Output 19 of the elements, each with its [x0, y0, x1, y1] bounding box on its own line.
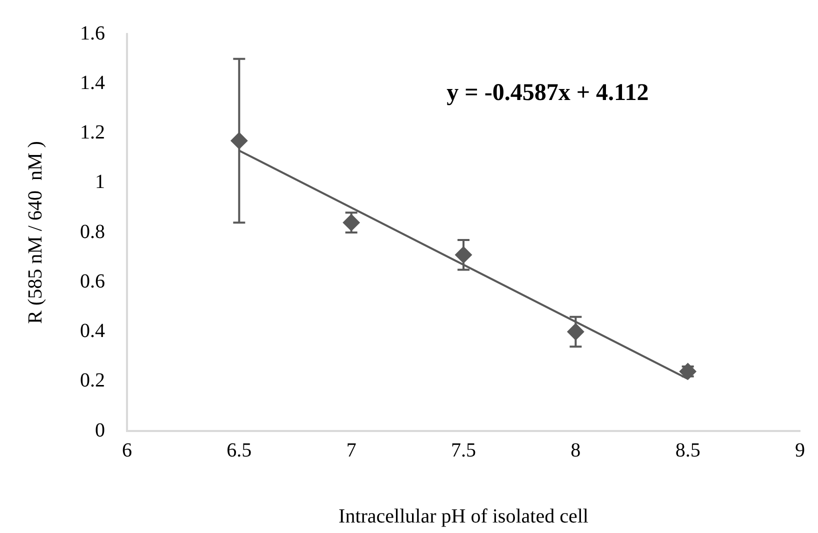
x-tick-label: 6 — [122, 439, 132, 462]
x-axis-title: Intracellular pH of isolated cell — [338, 505, 589, 528]
y-tick-label: 0 — [95, 419, 105, 442]
x-tick-label: 8.5 — [675, 439, 700, 462]
y-tick-label: 0.8 — [80, 220, 105, 243]
y-tick-label: 1.4 — [80, 72, 105, 94]
annotation: y = -0.4587x + 4.112 — [446, 80, 649, 106]
x-tick-label: 7 — [346, 439, 356, 462]
x-tick-label: 7.5 — [451, 439, 476, 462]
x-tick-label: 6.5 — [226, 439, 252, 462]
y-tick-label: 0.2 — [80, 370, 105, 392]
y-tick-label: 1.6 — [80, 22, 105, 44]
y-axis-title: R (585 nM / 640 nM ) — [24, 141, 46, 324]
x-tick-label: 9 — [795, 439, 805, 462]
x-tick-label: 8 — [570, 439, 581, 462]
y-tick-label: 1.2 — [80, 122, 105, 144]
y-tick-label: 0.4 — [80, 320, 105, 342]
y-tick-label: 0.6 — [80, 270, 105, 292]
y-tick-label: 1 — [95, 171, 105, 194]
